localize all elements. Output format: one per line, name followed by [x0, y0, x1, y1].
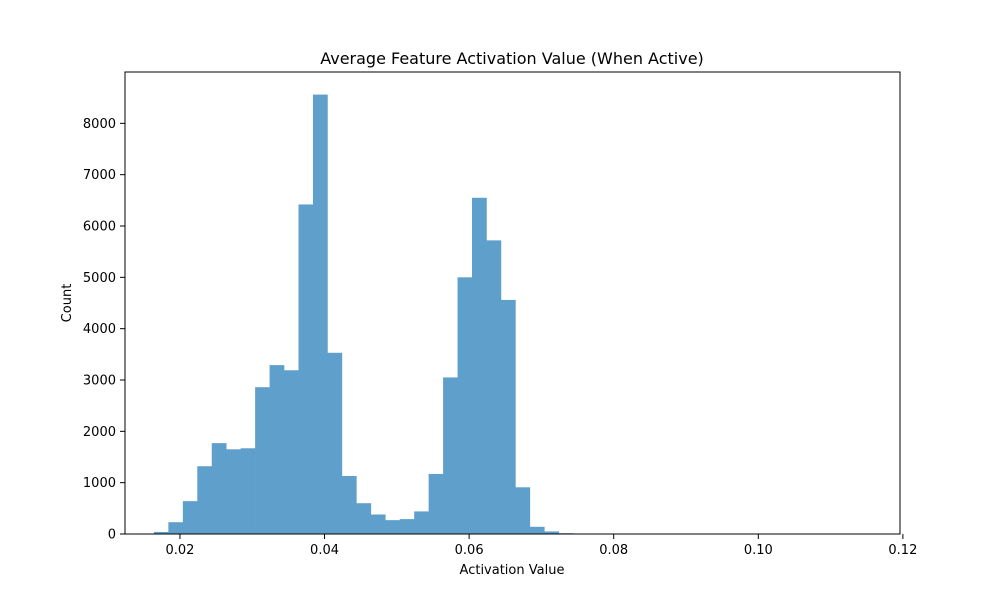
histogram-bar	[341, 475, 357, 534]
histogram-bar	[298, 204, 314, 534]
histogram-bar	[457, 277, 473, 534]
y-tick-label: 8000	[83, 117, 116, 132]
bars-group	[153, 94, 878, 534]
plot-frame	[124, 71, 901, 535]
histogram-bar	[284, 370, 299, 534]
histogram-bar	[240, 448, 256, 534]
x-axis-label: Activation Value	[460, 563, 565, 578]
histogram-bar	[153, 531, 169, 534]
histogram-bar	[356, 503, 372, 534]
y-tick-label: 7000	[83, 168, 116, 183]
x-tick-label: 0.02	[165, 543, 194, 558]
y-axis-label: Count	[60, 284, 75, 323]
histogram-bar	[428, 473, 444, 534]
histogram-bar	[255, 387, 270, 534]
y-axis-ticks: 0 1000 2000 3000 4000 5000 6000 7000 8000	[83, 117, 125, 543]
histogram-bar	[370, 514, 386, 534]
x-axis-ticks: 0.02 0.04 0.06 0.08 0.10 0.12	[165, 534, 917, 558]
x-tick-label: 0.08	[599, 543, 628, 558]
histogram-bar	[529, 526, 545, 534]
y-tick-label: 6000	[83, 220, 116, 235]
x-tick-label: 0.10	[744, 543, 773, 558]
histogram-bar	[226, 449, 241, 534]
histogram-bar	[500, 299, 516, 534]
histogram-bar	[486, 240, 502, 534]
histogram-bar	[472, 197, 487, 534]
histogram-bar	[327, 352, 343, 534]
histogram-bar	[385, 520, 401, 534]
histogram-bar	[168, 522, 184, 534]
y-tick-label: 1000	[83, 476, 116, 491]
y-tick-label: 4000	[83, 322, 116, 337]
y-tick-label: 0	[108, 528, 116, 543]
histogram-bar	[544, 531, 560, 534]
x-tick-label: 0.04	[310, 543, 339, 558]
x-tick-label: 0.06	[455, 543, 484, 558]
histogram-bar	[399, 519, 415, 534]
y-tick-label: 3000	[83, 374, 116, 389]
histogram-bar	[443, 377, 458, 534]
y-tick-label: 2000	[83, 425, 116, 440]
x-tick-label: 0.12	[888, 543, 917, 558]
histogram-bar	[414, 511, 429, 534]
histogram-bar	[515, 487, 531, 534]
histogram-bar	[211, 443, 227, 534]
histogram-bar	[197, 466, 213, 534]
histogram-bar	[182, 501, 198, 534]
histogram-bar	[312, 94, 328, 534]
chart-title: Average Feature Activation Value (When A…	[320, 49, 704, 68]
y-tick-label: 5000	[83, 271, 116, 286]
histogram-bar	[269, 365, 285, 534]
